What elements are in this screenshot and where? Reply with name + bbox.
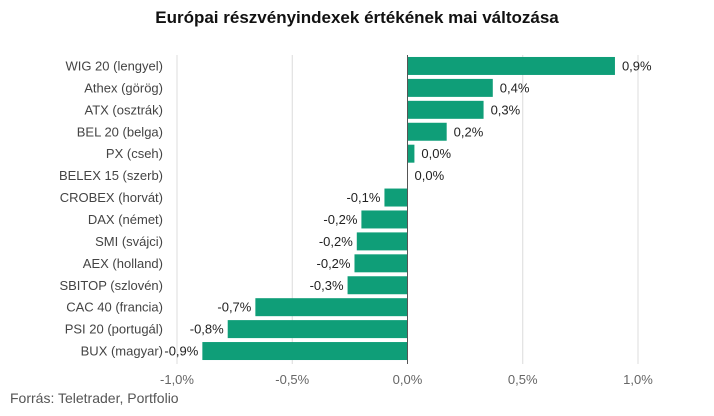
value-label: -0,1% [346,190,380,205]
value-label: -0,2% [317,256,351,271]
category-label: DAX (német) [88,212,163,227]
bar [347,276,408,295]
category-label: SBITOP (szlovén) [59,278,163,293]
category-label: BEL 20 (belga) [77,124,163,139]
value-label: 0,0% [421,146,451,161]
bar [384,188,408,207]
bar [255,298,408,317]
x-tick-label: -1,0% [160,372,194,387]
category-label: PX (cseh) [106,146,163,161]
category-label: BUX (magyar) [81,344,163,359]
category-label: ATX (osztrák) [85,102,164,117]
bar [202,342,408,361]
value-label: 0,9% [622,58,652,73]
x-tick-label: 0,5% [508,372,538,387]
bar [407,56,615,75]
labels: WIG 20 (lengyel) 0,9% Athex (görög) 0,4% ATX… [59,58,652,358]
x-tick-label: 0,0% [393,372,423,387]
value-label: 0,0% [415,168,445,183]
value-label: -0,7% [217,300,251,315]
category-label: Athex (görög) [84,80,163,95]
x-tick-label: -0,5% [275,372,309,387]
bar [407,144,415,163]
value-label: -0,2% [319,234,353,249]
category-label: CAC 40 (francia) [66,300,163,315]
value-label: 0,3% [491,102,521,117]
bar [361,210,408,229]
category-label: SMI (svájci) [95,234,163,249]
category-label: BELEX 15 (szerb) [59,168,163,183]
bar [407,122,447,141]
bar [227,320,408,339]
bar [407,78,493,97]
x-axis-ticks: -1,0% -0,5% 0,0% 0,5% 1,0% [160,372,653,387]
bar [354,254,408,273]
value-label: -0,8% [190,322,224,337]
bar [407,100,484,119]
value-label: -0,3% [310,278,344,293]
grid-lines [176,55,639,364]
category-label: CROBEX (horvát) [60,190,163,205]
chart-title: Európai részvényindexek értékének mai vá… [155,8,559,27]
bar [356,232,408,251]
value-label: 0,2% [454,124,484,139]
category-label: AEX (holland) [83,256,163,271]
bars [202,56,615,361]
value-label: -0,2% [323,212,357,227]
value-label: 0,4% [500,80,530,95]
category-label: PSI 20 (portugál) [65,322,163,337]
x-tick-label: 1,0% [623,372,653,387]
value-label: -0,9% [164,344,198,359]
category-label: WIG 20 (lengyel) [65,58,163,73]
source-note: Forrás: Teletrader, Portfolio [10,390,179,406]
